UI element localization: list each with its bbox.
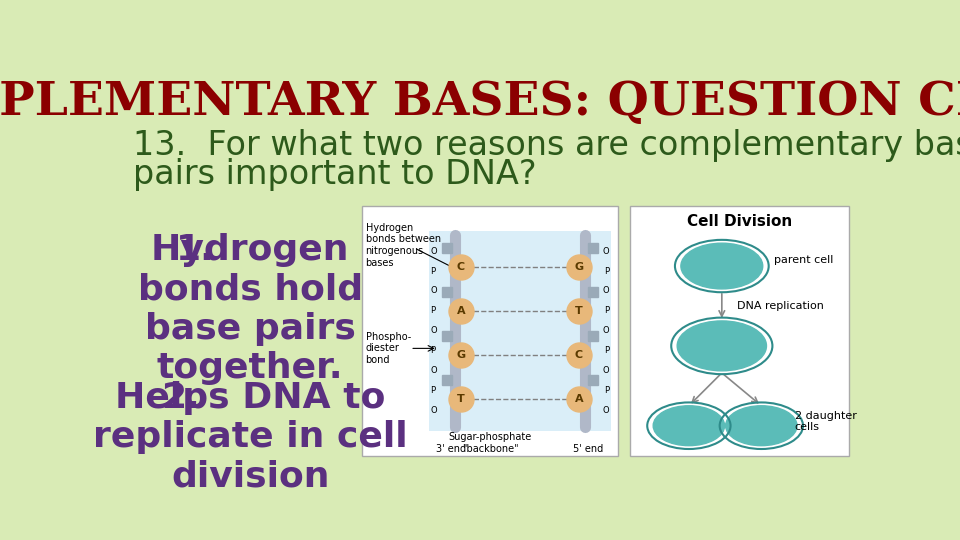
Text: 5' end: 5' end xyxy=(573,443,604,454)
Text: Helps DNA to
replicate in cell
division: Helps DNA to replicate in cell division xyxy=(93,381,407,494)
Text: P: P xyxy=(430,267,436,275)
Text: O: O xyxy=(603,326,610,335)
Text: G: G xyxy=(574,262,584,272)
Text: A: A xyxy=(456,306,465,316)
Text: P: P xyxy=(605,346,610,355)
Text: P: P xyxy=(605,386,610,395)
Text: P: P xyxy=(605,307,610,315)
Text: Hydrogen
bonds between
nitrogenous
bases: Hydrogen bonds between nitrogenous bases xyxy=(366,223,441,268)
Text: O: O xyxy=(430,287,437,295)
Text: COMPLEMENTARY BASES: QUESTION CHECK: COMPLEMENTARY BASES: QUESTION CHECK xyxy=(0,79,960,125)
Text: P: P xyxy=(430,386,436,395)
Text: Cell Division: Cell Division xyxy=(686,214,792,230)
Text: Hydrogen
bonds hold
base pairs
together.: Hydrogen bonds hold base pairs together. xyxy=(137,233,363,386)
Text: 13.  For what two reasons are complementary base: 13. For what two reasons are complementa… xyxy=(133,129,960,162)
Bar xyxy=(429,231,612,431)
Circle shape xyxy=(726,406,797,446)
Text: DNA replication: DNA replication xyxy=(736,301,824,311)
Circle shape xyxy=(677,321,766,371)
Text: P: P xyxy=(430,307,436,315)
Text: A: A xyxy=(575,394,584,404)
Text: O: O xyxy=(603,287,610,295)
Text: C: C xyxy=(457,262,465,272)
Text: Phospho-
diester
bond: Phospho- diester bond xyxy=(366,332,411,365)
Text: G: G xyxy=(456,350,466,360)
Text: O: O xyxy=(603,406,610,415)
Bar xyxy=(630,206,850,456)
Bar xyxy=(362,206,618,456)
Text: O: O xyxy=(430,247,437,255)
Text: P: P xyxy=(605,267,610,275)
Text: O: O xyxy=(430,326,437,335)
Text: O: O xyxy=(603,366,610,375)
Text: C: C xyxy=(575,350,583,360)
Text: P: P xyxy=(430,346,436,355)
Circle shape xyxy=(681,243,763,289)
Text: T: T xyxy=(575,306,583,316)
Text: 1.: 1. xyxy=(176,233,214,267)
Text: pairs important to DNA?: pairs important to DNA? xyxy=(133,158,537,191)
Text: O: O xyxy=(430,366,437,375)
Text: T: T xyxy=(457,394,465,404)
Text: 2.: 2. xyxy=(161,381,200,415)
Circle shape xyxy=(653,406,725,446)
Text: 2 daughter
cells: 2 daughter cells xyxy=(795,411,856,433)
Text: parent cell: parent cell xyxy=(774,255,833,265)
Text: O: O xyxy=(430,406,437,415)
Text: Sugar-phosphate
"backbone": Sugar-phosphate "backbone" xyxy=(448,432,532,454)
Text: O: O xyxy=(603,247,610,255)
Text: 3' end: 3' end xyxy=(436,443,467,454)
